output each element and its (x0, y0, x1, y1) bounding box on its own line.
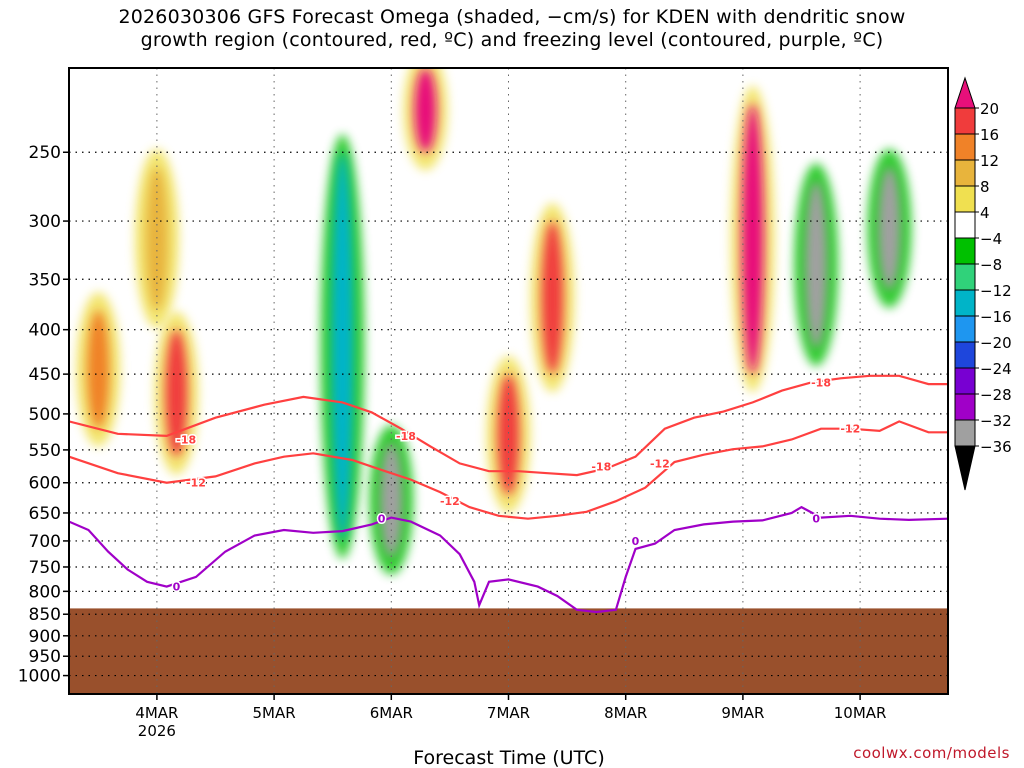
y-tick-label-400: 400 (29, 321, 61, 341)
y-tick-label-950: 950 (29, 647, 61, 667)
omega-feature-4 (380, 442, 403, 557)
x-tick-label-6MAR: 6MAR (370, 704, 413, 722)
contour-label-0-2: -18 (591, 461, 611, 474)
colorbar-label-3: 8 (980, 178, 990, 196)
contour--18 (69, 374, 948, 477)
contours: -18 -18 -18 -18 -12 -12 -12 -12 0 0 0 0 (69, 374, 948, 614)
colorbar-box-9 (954, 315, 976, 343)
colorbar-label-6: −8 (980, 256, 1002, 274)
y-tick-label-500: 500 (29, 405, 61, 425)
colorbar-box-12 (954, 393, 976, 421)
chart-title: 2026030306 GFS Forecast Omega (shaded, −… (0, 6, 1024, 52)
y-tick-label-250: 250 (29, 143, 61, 163)
x-axis-title: Forecast Time (UTC) (413, 747, 604, 768)
contour-label-2-1: 0 (378, 513, 386, 526)
colorbar-label-1: 16 (980, 126, 999, 144)
y-tick-label-550: 550 (29, 441, 61, 461)
credit-link[interactable]: coolwx.com/models (853, 744, 1010, 762)
omega-feature-2 (165, 329, 188, 457)
colorbar-label-10: −24 (980, 360, 1012, 378)
y-tick-label-700: 700 (29, 532, 61, 552)
colorbar-box-8 (954, 289, 976, 317)
colorbar-label-12: −32 (980, 412, 1012, 430)
chart-title-line-1: 2026030306 GFS Forecast Omega (shaded, −… (118, 6, 906, 28)
y-tick-label-1000: 1000 (18, 667, 61, 687)
contour-label-1-2: -12 (650, 457, 670, 470)
contour-label-0-1: -18 (396, 430, 416, 443)
omega-feature-0 (87, 310, 110, 429)
y-tick-label-750: 750 (29, 558, 61, 578)
colorbar-box-6 (954, 237, 976, 265)
omega-feature-10 (878, 167, 901, 290)
colorbar-box-5 (954, 211, 976, 239)
colorbar-label-5: −4 (980, 230, 1002, 248)
colorbar-label-2: 12 (980, 152, 999, 170)
x-tick-label-4MAR: 4MAR (135, 704, 178, 722)
contour-0 (69, 505, 948, 614)
y-tick-label-450: 450 (29, 365, 61, 385)
y-tick-label-350: 350 (29, 270, 61, 290)
contour-label-2-2: 0 (632, 535, 640, 548)
colorbar-box-7 (954, 263, 976, 291)
colorbar-label-8: −16 (980, 308, 1012, 326)
y-tick-label-300: 300 (29, 212, 61, 232)
x-tick-sublabel-4MAR: 2026 (138, 722, 176, 740)
omega-feature-6 (497, 374, 520, 496)
colorbar-box-13 (954, 419, 976, 447)
contour-label-1-0: -12 (186, 477, 206, 490)
omega-feature-1 (145, 167, 168, 311)
contour-label-0-0: -18 (176, 433, 196, 446)
y-tick-label-650: 650 (29, 504, 61, 524)
omega-feature-5 (414, 68, 437, 153)
chart-title-line-2: growth region (contoured, red, ºC) and f… (140, 29, 884, 51)
y-tick-label-600: 600 (29, 474, 61, 494)
omega-feature-3 (331, 152, 354, 541)
contour-label-2-0: 0 (173, 581, 181, 594)
colorbar-box-4 (954, 185, 976, 213)
x-tick-label-9MAR: 9MAR (721, 704, 764, 722)
colorbar-label-11: −28 (980, 386, 1012, 404)
colorbar-bottom-arrow (954, 445, 976, 491)
colorbar-box-1 (954, 107, 976, 135)
contour-label-1-1: -12 (440, 495, 460, 508)
x-tick-label-8MAR: 8MAR (604, 704, 647, 722)
omega-feature-9 (805, 181, 828, 349)
colorbar-box-11 (954, 367, 976, 395)
contour-label-2-3: 0 (812, 513, 820, 526)
y-tick-label-900: 900 (29, 627, 61, 647)
colorbar-label-13: −36 (980, 438, 1012, 456)
omega-feature-8 (741, 103, 764, 375)
colorbar-top-arrow (954, 76, 976, 109)
colorbar-label-0: 20 (980, 100, 999, 118)
omega-shaded-field (76, 68, 912, 575)
omega-feature-7 (541, 221, 564, 375)
colorbar-legend: 20 16 12 8 4 −4 −8 −12 −16 −20 −24 −28 −32 −36 (954, 76, 1012, 491)
x-tick-label-7MAR: 7MAR (487, 704, 530, 722)
colorbar-label-4: 4 (980, 204, 990, 222)
colorbar-label-9: −20 (980, 334, 1012, 352)
colorbar-box-10 (954, 341, 976, 369)
x-tick-label-10MAR: 10MAR (834, 704, 887, 722)
contour--12 (69, 420, 948, 520)
contour-label-0-3: -18 (811, 376, 831, 389)
y-tick-label-850: 850 (29, 605, 61, 625)
grid-lines (69, 68, 948, 694)
colorbar-box-2 (954, 133, 976, 161)
y-tick-label-800: 800 (29, 582, 61, 602)
contour-label-1-3: -12 (840, 423, 860, 436)
y-axis: 2503003504004505005506006507007508008509… (18, 143, 69, 687)
colorbar-label-7: −12 (980, 282, 1012, 300)
colorbar-box-3 (954, 159, 976, 187)
x-tick-label-5MAR: 5MAR (253, 704, 296, 722)
